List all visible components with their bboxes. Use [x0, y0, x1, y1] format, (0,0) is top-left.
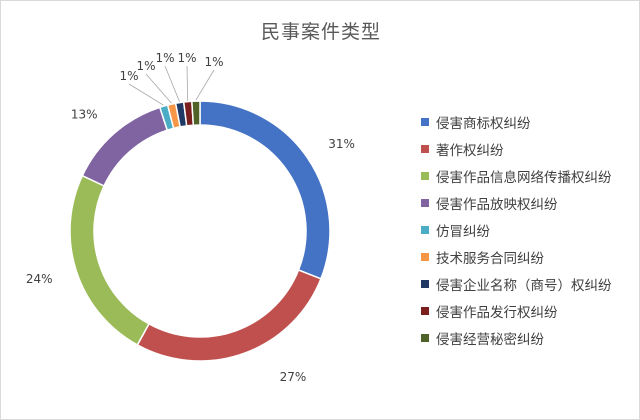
legend-item-2: 著作权纠纷: [421, 135, 612, 162]
legend-item-8: 侵害作品发行权纠纷: [421, 297, 612, 324]
data-label-3: 24%: [26, 272, 53, 286]
legend-label: 侵害作品发行权纠纷: [436, 304, 558, 321]
leader-line-9: [195, 69, 215, 101]
legend-label: 侵害作品放映权纠纷: [436, 196, 558, 213]
legend-item-5: 仿冒纠纷: [421, 216, 612, 243]
legend-item-6: 技术服务合同纠纷: [421, 243, 612, 270]
legend-swatch: [421, 252, 429, 261]
data-label-1: 31%: [328, 137, 355, 151]
donut-slice-9: [191, 100, 201, 127]
data-label-2: 27%: [280, 370, 307, 384]
legend-swatch: [421, 333, 429, 342]
data-label-4: 13%: [71, 108, 98, 122]
leader-line-5: [128, 83, 164, 106]
donut-slice-3: [69, 174, 150, 346]
donut-slice-2: [136, 269, 322, 362]
chart-title: 民事案件类型: [260, 21, 381, 43]
legend-label: 仿冒纠纷: [436, 223, 490, 240]
legend-item-7: 侵害企业名称（商号）权纠纷: [421, 270, 612, 297]
legend-item-9: 侵害经营秘密纠纷: [421, 324, 612, 351]
data-label-6: 1%: [136, 59, 155, 73]
leader-line-6: [145, 73, 172, 104]
legend-label: 著作权纠纷: [436, 142, 504, 159]
data-label-8: 1%: [177, 51, 196, 65]
leader-line-7: [164, 65, 180, 102]
legend-swatch: [421, 225, 429, 234]
legend-item-4: 侵害作品放映权纠纷: [421, 189, 612, 216]
legend-swatch: [421, 306, 429, 315]
legend-label: 侵害商标权纠纷: [436, 115, 531, 132]
legend-item-1: 侵害商标权纠纷: [421, 108, 612, 135]
legend-swatch: [421, 171, 429, 180]
legend-swatch: [421, 198, 429, 207]
chart-legend: 侵害商标权纠纷 著作权纠纷侵害作品信息网络传播权纠纷 侵害作品放映权纠纷 仿冒纠纷技术…: [421, 108, 612, 351]
legend-swatch: [421, 117, 429, 126]
donut-slice-1: [199, 100, 331, 280]
legend-label: 侵害企业名称（商号）权纠纷: [436, 277, 612, 294]
legend-label: 技术服务合同纠纷: [436, 250, 544, 267]
data-label-7: 1%: [155, 51, 174, 65]
legend-item-3: 侵害作品信息网络传播权纠纷: [421, 162, 612, 189]
legend-label: 侵害作品信息网络传播权纠纷: [436, 169, 612, 186]
data-label-9: 1%: [204, 55, 223, 69]
legend-swatch: [421, 279, 429, 288]
legend-swatch: [421, 144, 429, 153]
leader-line-8: [186, 65, 189, 101]
data-label-5: 1%: [119, 69, 138, 83]
legend-label: 侵害经营秘密纠纷: [436, 331, 544, 348]
